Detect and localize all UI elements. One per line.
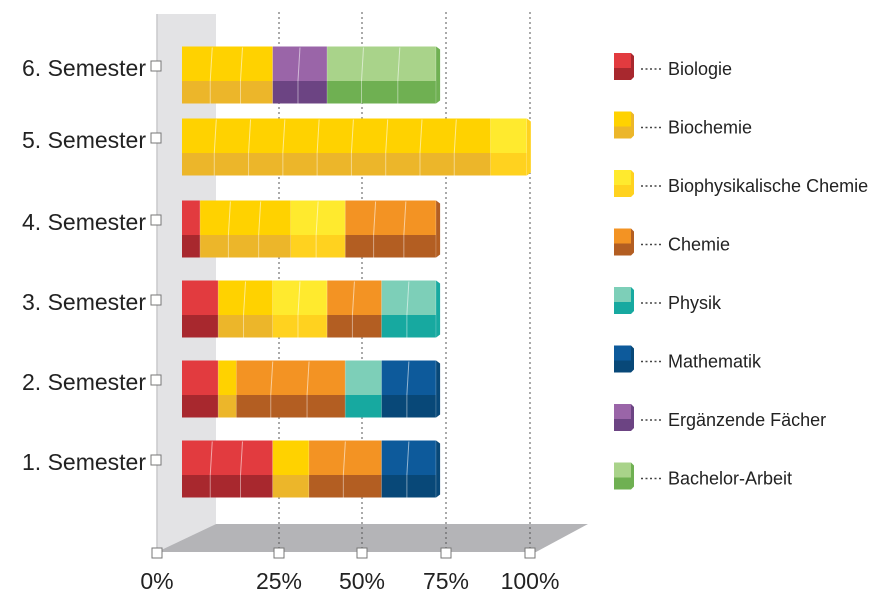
legend-label: Biophysikalische Chemie xyxy=(668,176,868,196)
x-tick-label: 75% xyxy=(423,568,469,590)
y-tick-label: 1. Semester xyxy=(22,449,146,475)
bar-end-cap xyxy=(436,440,441,498)
x-tick-marker xyxy=(151,547,163,559)
bar-segment xyxy=(272,280,328,338)
legend-swatch xyxy=(614,404,631,419)
y-tick-label: 4. Semester xyxy=(22,209,146,235)
bar-segment xyxy=(182,46,274,104)
bar-segment xyxy=(272,46,328,104)
legend-swatch xyxy=(614,345,631,361)
legend-label: Biologie xyxy=(668,59,732,79)
bar-segment xyxy=(327,280,383,338)
bar-segment xyxy=(327,46,437,104)
bar-segment xyxy=(182,280,219,338)
legend-item: Biologie xyxy=(614,53,732,80)
legend-item: Biochemie xyxy=(614,111,752,139)
legend-label: Ergänzende Fächer xyxy=(668,410,826,430)
bar-end-cap xyxy=(436,46,441,104)
bar-end-cap xyxy=(436,360,441,418)
y-tick-marker xyxy=(150,294,162,306)
bar-segment xyxy=(182,118,492,176)
legend-swatch-shade xyxy=(614,243,631,256)
x-tick-marker xyxy=(273,547,285,559)
legend-swatch xyxy=(614,53,631,68)
legend-swatch-shade xyxy=(614,185,631,197)
y-tick-marker xyxy=(150,132,162,144)
legend-swatch xyxy=(614,111,631,127)
x-tick-label: 100% xyxy=(501,568,560,590)
x-tick-marker xyxy=(524,547,536,559)
legend-swatch-cap xyxy=(631,462,634,490)
legend-swatch-shade xyxy=(614,477,631,490)
bar-segment xyxy=(272,440,310,498)
legend-swatch xyxy=(614,462,631,478)
bar-segment xyxy=(381,280,437,338)
legend: Biologie Biochemie Biophysikalische Chemie… xyxy=(614,53,868,490)
legend-item: Mathematik xyxy=(614,345,762,373)
legend-swatch-cap xyxy=(631,404,634,431)
legend-swatch-cap xyxy=(631,345,634,373)
x-tick-label: 50% xyxy=(339,568,385,590)
legend-swatch-shade xyxy=(614,360,631,373)
y-tick-marker xyxy=(150,214,162,226)
x-tick-marker xyxy=(440,547,452,559)
legend-item: Bachelor-Arbeit xyxy=(614,462,792,490)
y-tick-marker xyxy=(150,454,162,466)
y-tick-label: 6. Semester xyxy=(22,55,146,81)
legend-swatch-cap xyxy=(631,170,634,197)
y-tick-marker xyxy=(150,60,162,72)
legend-label: Bachelor-Arbeit xyxy=(668,469,792,489)
bar-segment xyxy=(490,118,528,176)
legend-label: Chemie xyxy=(668,235,730,255)
bar-segment xyxy=(290,200,346,258)
legend-swatch xyxy=(614,228,631,244)
y-tick-label: 5. Semester xyxy=(22,127,146,153)
bar-segment xyxy=(309,440,383,498)
y-tick-label: 3. Semester xyxy=(22,289,146,315)
bar-segment xyxy=(381,360,437,418)
y-tick-marker xyxy=(150,374,162,386)
legend-item: Biophysikalische Chemie xyxy=(614,170,868,197)
legend-swatch-shade xyxy=(614,68,631,80)
bar-segment xyxy=(182,440,274,498)
bar-segment xyxy=(218,360,237,418)
legend-item: Ergänzende Fächer xyxy=(614,404,826,431)
legend-label: Physik xyxy=(668,293,722,313)
legend-swatch-shade xyxy=(614,302,631,314)
legend-item: Chemie xyxy=(614,228,730,256)
bar-segment xyxy=(182,200,201,258)
bar-segment xyxy=(236,360,346,418)
x-tick-label: 0% xyxy=(140,568,173,590)
legend-swatch-cap xyxy=(631,111,634,139)
y-tick-label: 2. Semester xyxy=(22,369,146,395)
x-tick-marker xyxy=(356,547,368,559)
legend-swatch xyxy=(614,170,631,185)
bar-segment xyxy=(200,200,292,258)
bar-segment xyxy=(345,200,437,258)
chart-floor xyxy=(157,524,588,552)
bar-segment xyxy=(182,360,219,418)
legend-swatch-cap xyxy=(631,287,634,314)
legend-item: Physik xyxy=(614,287,722,314)
legend-swatch-shade xyxy=(614,419,631,431)
x-tick-label: 25% xyxy=(256,568,302,590)
bars-group xyxy=(182,46,531,498)
bar-segment xyxy=(345,360,383,418)
legend-label: Biochemie xyxy=(668,118,752,138)
legend-swatch-shade xyxy=(614,126,631,139)
bar-segment xyxy=(381,440,437,498)
bar-end-cap xyxy=(436,200,441,258)
y-axis-labels: 6. Semester 5. Semester 4. Semester 3. Seme… xyxy=(22,55,162,475)
bar-segment xyxy=(218,280,274,338)
bar-end-cap xyxy=(436,280,441,338)
x-axis-labels: 0% 25% 50% 75% 100% xyxy=(140,547,560,590)
legend-swatch-cap xyxy=(631,53,634,80)
legend-label: Mathematik xyxy=(668,352,762,372)
legend-swatch-cap xyxy=(631,228,634,256)
bar-end-cap xyxy=(526,118,531,176)
legend-swatch xyxy=(614,287,631,302)
